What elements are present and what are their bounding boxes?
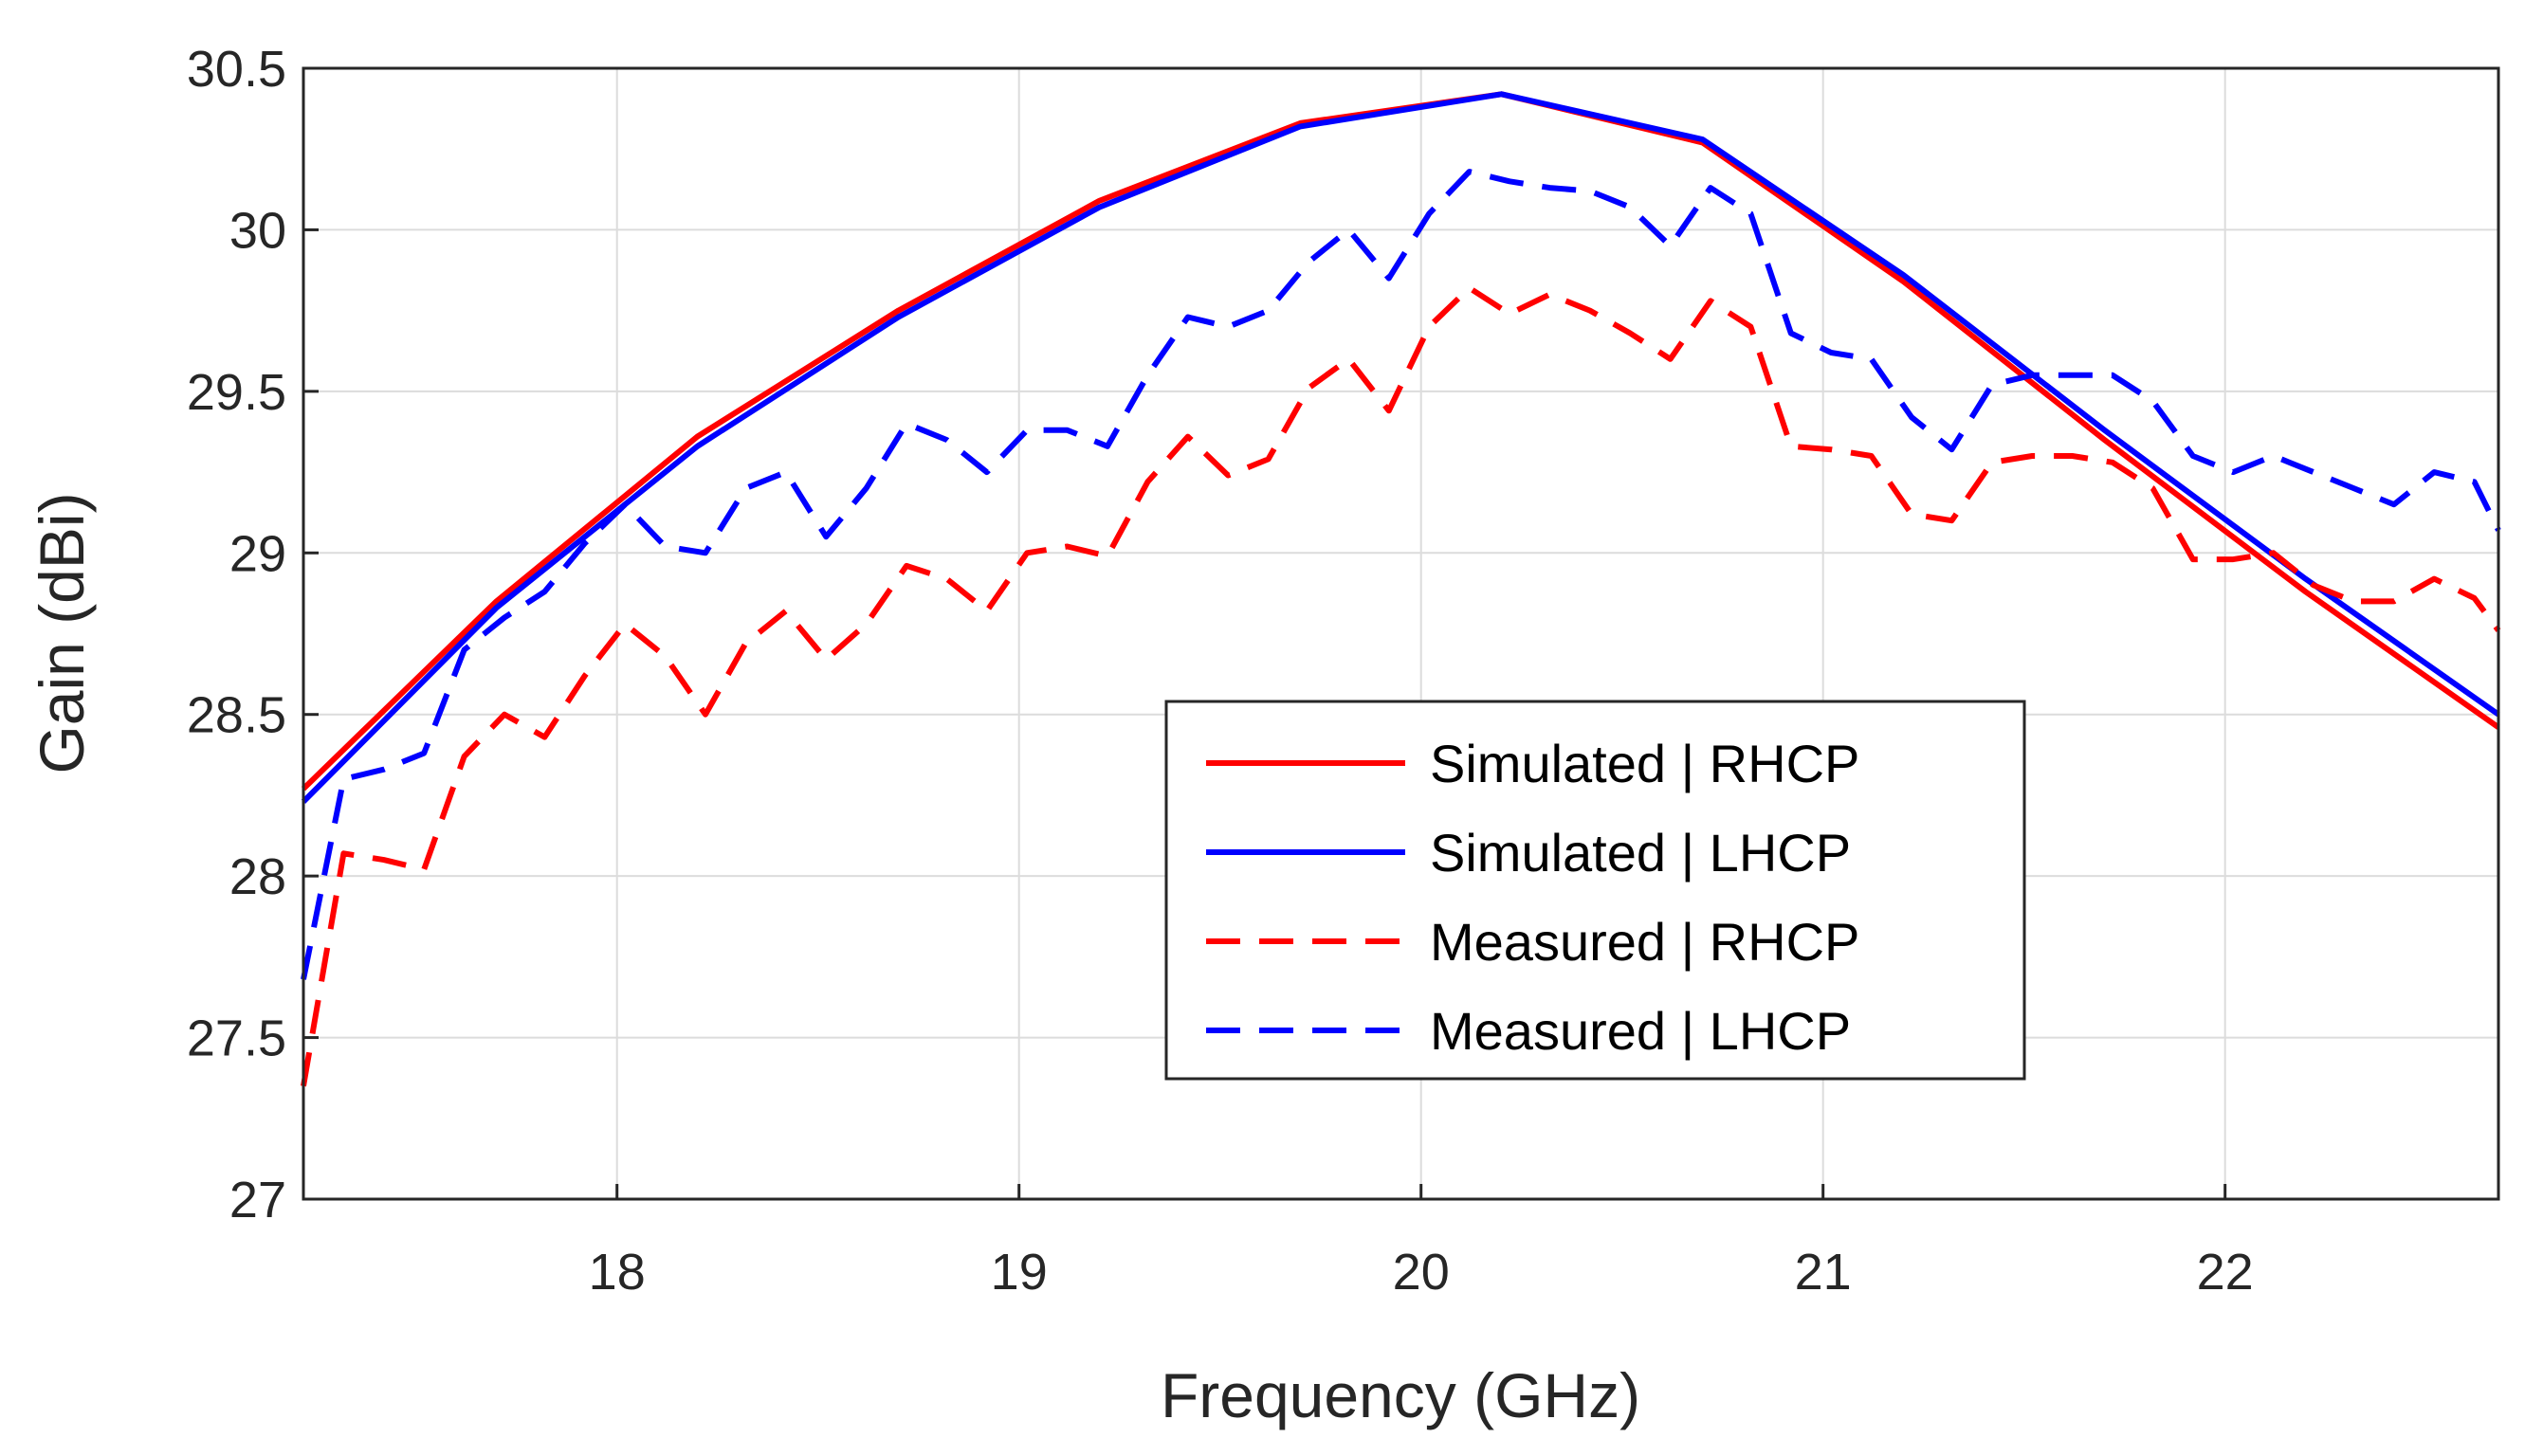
y-tick-label: 28.5 [187,687,286,744]
y-tick-label: 29 [229,525,286,582]
legend-label-2: Simulated | LHCP [1430,823,1851,883]
y-tick-label: 29.5 [187,364,286,421]
y-tick-label: 28 [229,848,286,905]
legend-label-1: Simulated | RHCP [1430,734,1859,793]
y-tick-label: 30.5 [187,41,286,98]
x-tick-label: 18 [589,1244,646,1301]
y-axis-label: Gain (dBi) [27,492,97,774]
x-tick-label: 22 [2197,1244,2254,1301]
plot-area [301,91,2501,1087]
series-line-2 [301,91,2500,804]
y-tick-label: 27.5 [187,1010,286,1067]
series-line-3 [301,284,2501,1087]
legend-label-3: Measured | RHCP [1430,912,1859,972]
series-line-1 [301,91,2500,792]
y-tick-label: 30 [229,202,286,259]
x-tick-label: 19 [991,1244,1048,1301]
legend-label-4: Measured | LHCP [1430,1001,1851,1061]
axis-ticks: 18 19 20 21 22 27 27.5 28 28.5 29 29.5 30 30.5 [187,41,2254,1301]
x-tick-label: 20 [1393,1244,1450,1301]
legend: Simulated | RHCP Simulated | LHCP Measured… [1164,700,2026,1081]
y-tick-label: 27 [229,1172,286,1228]
x-axis-label: Frequency (GHz) [1161,1360,1640,1430]
axes-frame [302,66,2500,1201]
x-tick-label: 21 [1795,1244,1852,1301]
